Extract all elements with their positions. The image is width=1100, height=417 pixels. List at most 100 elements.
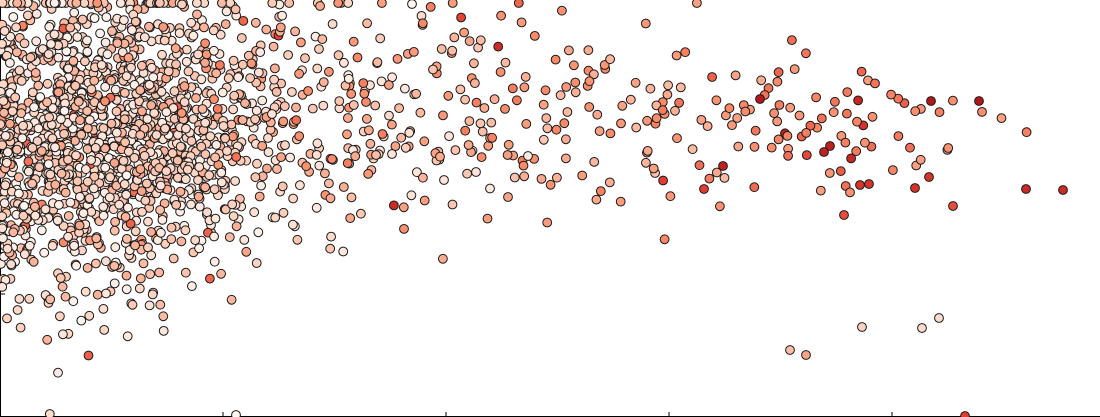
scatter-point	[194, 201, 205, 212]
scatter-point	[694, 160, 705, 171]
scatter-point	[205, 131, 216, 142]
scatter-point	[179, 81, 190, 92]
scatter-point	[240, 98, 250, 108]
scatter-point	[291, 102, 301, 113]
scatter-point	[740, 106, 751, 117]
scatter-point	[156, 227, 166, 238]
scatter-point	[785, 345, 795, 355]
scatter-point	[551, 124, 562, 135]
scatter-point	[200, 149, 211, 160]
scatter-point	[186, 199, 196, 210]
scatter-point	[538, 134, 549, 145]
scatter-point	[82, 46, 93, 57]
scatter-point	[459, 27, 470, 38]
scatter-point	[72, 32, 83, 42]
scatter-point	[110, 217, 120, 227]
scatter-point	[8, 12, 19, 22]
scatter-point	[154, 0, 165, 8]
scatter-point	[794, 110, 805, 121]
scatter-point	[570, 87, 581, 98]
scatter-point	[110, 84, 121, 95]
scatter-point	[853, 95, 863, 106]
scatter-point	[288, 219, 298, 230]
scatter-point	[71, 260, 82, 271]
scatter-point	[545, 179, 556, 190]
scatter-point	[943, 143, 954, 153]
scatter-point	[63, 63, 74, 74]
scatter-point	[801, 48, 811, 59]
scatter-point	[47, 133, 58, 144]
scatter-point	[146, 62, 157, 73]
scatter-point	[89, 75, 100, 86]
scatter-point	[824, 168, 835, 178]
scatter-point	[417, 18, 428, 29]
scatter-point	[419, 195, 430, 206]
scatter-point	[192, 0, 202, 8]
scatter-point	[605, 54, 615, 65]
scatter-point	[12, 144, 22, 155]
scatter-point	[562, 107, 573, 117]
scatter-point	[541, 113, 552, 123]
scatter-point	[384, 80, 394, 90]
scatter-point	[193, 49, 204, 60]
scatter-point	[888, 165, 898, 176]
scatter-point	[641, 157, 651, 168]
scatter-point	[658, 175, 668, 186]
scatter-point	[616, 118, 626, 129]
scatter-point	[166, 234, 177, 245]
scatter-point	[171, 59, 181, 70]
scatter-point	[180, 267, 191, 278]
scatter-point	[102, 49, 113, 60]
scatter-point	[591, 194, 602, 205]
scatter-point	[521, 119, 532, 129]
scatter-point	[284, 0, 295, 8]
scatter-point	[801, 128, 812, 138]
scatter-point	[1, 157, 12, 168]
scatter-point	[231, 410, 241, 417]
scatter-point	[252, 158, 262, 169]
scatter-point	[0, 0, 8, 8]
scatter-point	[320, 168, 330, 179]
scatter-point	[44, 22, 55, 32]
scatter-point	[33, 123, 44, 134]
scatter-point	[202, 207, 213, 218]
scatter-point	[272, 164, 282, 174]
scatter-point	[139, 151, 150, 161]
scatter-point	[830, 96, 840, 107]
scatter-point	[49, 29, 60, 40]
scatter-point	[130, 240, 141, 251]
scatter-point	[630, 77, 641, 88]
scatter-point	[400, 83, 410, 94]
scatter-point	[846, 153, 856, 164]
scatter-point	[217, 0, 227, 8]
scatter-point	[343, 113, 353, 123]
scatter-point	[135, 164, 146, 175]
scatter-point	[89, 171, 100, 182]
scatter-point	[71, 0, 82, 8]
scatter-point	[69, 7, 80, 18]
scatter-point	[314, 44, 324, 54]
scatter-point	[138, 258, 149, 269]
scatter-point	[278, 116, 289, 127]
scatter-point	[495, 67, 506, 77]
scatter-point	[121, 189, 132, 200]
scatter-point	[12, 0, 23, 8]
scatter-point	[345, 213, 356, 224]
scatter-point	[30, 201, 40, 212]
scatter-point	[197, 104, 208, 114]
scatter-point	[589, 69, 599, 80]
scatter-point	[711, 95, 722, 106]
scatter-point	[194, 162, 205, 172]
scatter-point	[425, 2, 436, 12]
scatter-point	[82, 144, 93, 155]
scatter-point	[180, 174, 191, 185]
scatter-point	[471, 97, 482, 108]
scatter-point	[47, 241, 58, 251]
scatter-point	[470, 78, 480, 88]
scatter-point	[100, 37, 111, 48]
scatter-point	[625, 94, 636, 105]
scatter-point	[825, 141, 835, 151]
scatter-point	[0, 26, 10, 36]
scatter-point	[774, 100, 785, 110]
